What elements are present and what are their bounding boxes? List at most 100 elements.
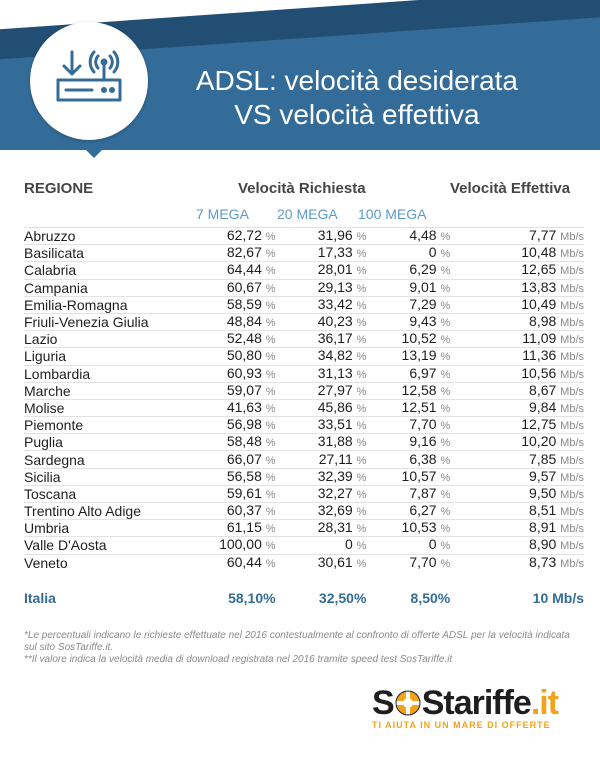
cell-effective-unit: Mb/s xyxy=(560,402,585,415)
cell-20mega: 33,51 % xyxy=(276,416,367,434)
cell-100mega-unit: % xyxy=(440,506,451,519)
cell-effective: 9,84 Mb/s xyxy=(450,399,584,417)
cell-100mega-value: 4,48 xyxy=(409,227,437,244)
cell-20mega-value: 30,61 xyxy=(317,553,353,570)
table-row: Umbria 61,15 % 28,31 % 10,53 % 8,91 Mb/s xyxy=(24,519,584,536)
cell-20mega-value: 27,11 xyxy=(318,450,353,467)
cell-region: Valle D'Aosta xyxy=(24,537,107,554)
cell-100mega: 9,01 % xyxy=(366,279,450,297)
cell-7mega-value: 58,48 xyxy=(226,433,262,450)
cell-effective-unit: Mb/s xyxy=(560,523,585,536)
cell-20mega: 28,31 % xyxy=(276,519,367,537)
cell-effective: 10,56 Mb/s xyxy=(450,365,584,383)
cell-effective: 10,49 Mb/s xyxy=(450,296,584,314)
cell-100mega-value: 10,52 xyxy=(401,330,437,347)
cell-20mega: 31,13 % xyxy=(276,365,367,383)
cell-effective: 8,67 Mb/s xyxy=(450,382,584,400)
column-requested: Velocità Richiesta xyxy=(238,180,366,197)
cell-7mega-value: 59,61 xyxy=(226,484,262,501)
table-row: Molise 41,63 % 45,86 % 12,51 % 9,84 Mb/s xyxy=(24,398,584,417)
cell-effective: 10,20 Mb/s xyxy=(450,433,584,451)
cell-100mega-unit: % xyxy=(440,454,451,467)
cell-20mega: 28,01 % xyxy=(276,261,367,279)
cell-effective-value: 8,67 xyxy=(529,381,557,398)
cell-20mega: 17,33 % xyxy=(276,244,367,262)
cell-100mega-value: 12,51 xyxy=(401,398,437,415)
cell-effective-value: 7,77 xyxy=(529,227,557,244)
total-20mega: 32,50% xyxy=(318,590,367,606)
cell-effective: 8,73 Mb/s xyxy=(450,554,584,572)
router-badge xyxy=(30,22,148,140)
table-row: Marche 59,07 % 27,97 % 12,58 % 8,67 Mb/s xyxy=(24,381,584,400)
cell-7mega-value: 56,58 xyxy=(226,467,262,484)
cell-100mega-value: 6,27 xyxy=(409,502,437,519)
cell-effective-unit: Mb/s xyxy=(560,385,585,398)
cell-20mega: 30,61 % xyxy=(276,554,367,572)
cell-20mega-value: 31,88 xyxy=(317,433,353,450)
total-region: Italia xyxy=(24,590,56,606)
cell-20mega-unit: % xyxy=(356,402,367,415)
cell-100mega: 13,19 % xyxy=(366,347,451,365)
cell-effective: 12,65 Mb/s xyxy=(450,261,584,279)
table-row: Trentino Alto Adige 60,37 % 32,69 % 6,27 % 8… xyxy=(24,502,584,519)
cell-100mega-value: 7,70 xyxy=(409,416,437,433)
cell-100mega-value: 0 xyxy=(428,244,437,261)
cell-20mega: 45,86 % xyxy=(276,399,367,417)
cell-effective-unit: Mb/s xyxy=(560,265,585,278)
footnote-2: **Il valore indica la velocità media di … xyxy=(24,654,453,665)
cell-7mega-unit: % xyxy=(265,248,276,261)
cell-7mega-unit: % xyxy=(265,523,276,536)
cell-effective-unit: Mb/s xyxy=(560,557,585,570)
cell-7mega-unit: % xyxy=(265,454,276,467)
cell-7mega: 60,44 % xyxy=(186,554,276,572)
cell-100mega-unit: % xyxy=(440,282,451,295)
cell-20mega-unit: % xyxy=(356,299,367,312)
cell-7mega-value: 58,59 xyxy=(226,295,262,312)
cell-20mega: 32,39 % xyxy=(276,468,367,486)
cell-7mega: 56,58 % xyxy=(186,468,276,486)
cell-effective: 13,83 Mb/s xyxy=(450,279,584,297)
cell-7mega: 52,48 % xyxy=(186,330,276,348)
cell-effective: 9,57 Mb/s xyxy=(450,468,584,486)
cell-effective-value: 8,51 xyxy=(529,502,557,519)
cell-region: Veneto xyxy=(24,554,68,571)
cell-20mega-unit: % xyxy=(356,231,367,244)
cell-effective-value: 13,83 xyxy=(521,278,557,295)
cell-7mega-value: 60,93 xyxy=(226,364,262,381)
subcolumn-7mega: 7 MEGA xyxy=(196,206,249,222)
cell-7mega: 82,67 % xyxy=(186,244,276,262)
table-row: Basilicata 82,67 % 17,33 % 0 % 10,48 Mb/s xyxy=(24,244,584,261)
cell-region: Trentino Alto Adige xyxy=(24,503,142,520)
data-table: Abruzzo 62,72 % 31,96 % 4,48 % 7,77 Mb/s Basi… xyxy=(24,227,584,571)
cell-effective-value: 12,65 xyxy=(521,261,557,278)
cell-effective-unit: Mb/s xyxy=(560,248,585,261)
logo-tariffe: tariffe xyxy=(443,684,531,722)
cell-100mega-unit: % xyxy=(440,523,451,536)
cell-effective-unit: Mb/s xyxy=(560,506,585,519)
cell-100mega-unit: % xyxy=(440,437,451,450)
cell-7mega: 64,44 % xyxy=(186,261,276,279)
cell-7mega-unit: % xyxy=(265,557,276,570)
cell-100mega-unit: % xyxy=(440,385,451,398)
cell-effective: 12,75 Mb/s xyxy=(450,416,584,434)
cell-100mega-unit: % xyxy=(440,265,451,278)
cell-region: Abruzzo xyxy=(24,228,76,245)
cell-20mega-unit: % xyxy=(356,471,367,484)
cell-20mega: 0 % xyxy=(276,536,366,554)
cell-100mega: 7,70 % xyxy=(366,554,450,572)
subcolumn-20mega: 20 MEGA xyxy=(277,206,338,222)
cell-7mega-unit: % xyxy=(265,282,276,295)
cell-effective-value: 8,73 xyxy=(529,553,557,570)
cell-7mega: 60,93 % xyxy=(186,365,276,383)
cell-effective: 8,98 Mb/s xyxy=(450,313,584,331)
cell-7mega: 66,07 % xyxy=(186,451,276,469)
footnote-1: *Le percentuali indicano le richieste ef… xyxy=(24,630,570,653)
cell-100mega-value: 6,97 xyxy=(409,364,437,381)
cell-20mega-value: 32,27 xyxy=(317,484,353,501)
cell-7mega: 58,48 % xyxy=(186,433,276,451)
cell-effective-unit: Mb/s xyxy=(560,317,585,330)
cell-20mega-unit: % xyxy=(356,248,367,261)
cell-20mega-value: 27,97 xyxy=(317,381,353,398)
cell-100mega: 12,51 % xyxy=(366,398,451,417)
cell-effective: 11,36 Mb/s xyxy=(450,347,584,365)
